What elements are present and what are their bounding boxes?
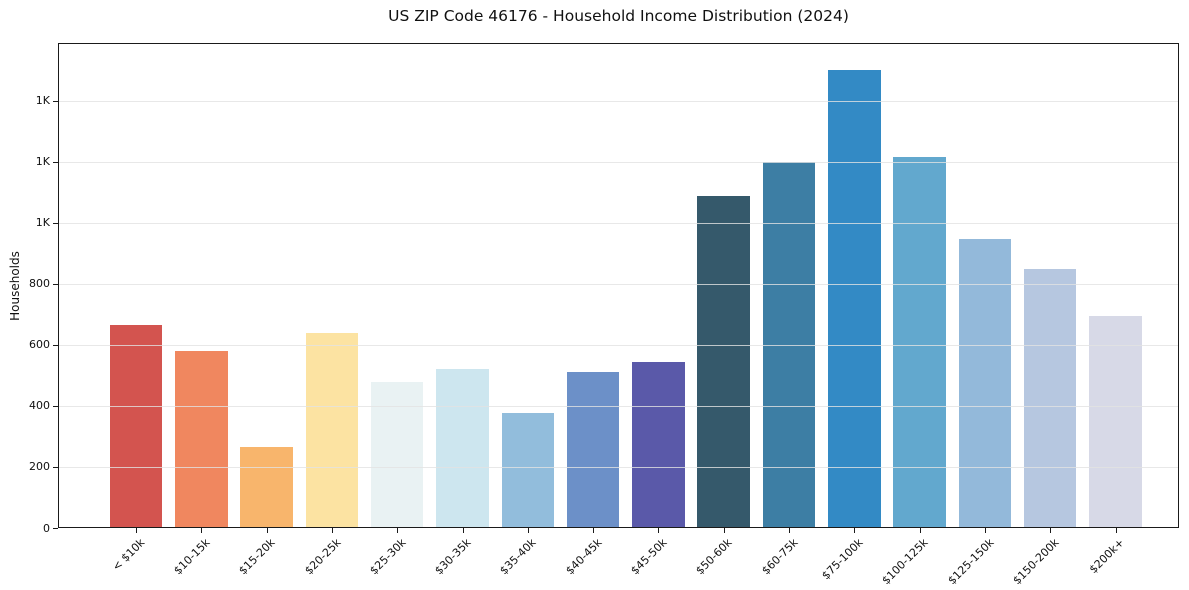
gridline [58, 283, 1179, 285]
bar [436, 369, 489, 528]
chart-title: US ZIP Code 46176 - Household Income Dis… [388, 7, 849, 25]
bar [958, 238, 1012, 528]
x-tick-label: $125-150k [944, 536, 997, 588]
gridline [58, 161, 1179, 163]
bar [566, 372, 620, 528]
y-tick-label: 400 [29, 399, 50, 413]
x-tick-label: $50-60k [693, 536, 735, 578]
y-tick-mark [53, 466, 58, 468]
y-tick-label: 800 [29, 277, 50, 291]
y-tick-label: 1K [35, 216, 50, 230]
y-tick-label: 600 [29, 338, 50, 352]
x-tick-mark [397, 528, 399, 533]
bar [175, 351, 228, 528]
plot-area [58, 43, 1179, 528]
x-tick-mark [789, 528, 790, 533]
bar [501, 412, 555, 528]
bar [828, 70, 881, 528]
y-tick-label: 200 [29, 460, 50, 474]
bar [697, 196, 750, 528]
x-tick-mark [266, 528, 268, 533]
x-tick-label: $75-100k [819, 536, 866, 583]
x-tick-mark [462, 528, 464, 533]
gridline [58, 405, 1179, 407]
gridline [58, 100, 1179, 102]
bar [1089, 316, 1142, 528]
y-tick-label: 1K [35, 94, 50, 108]
y-axis-label-text: Households [8, 250, 23, 321]
x-tick-label: $20-25k [301, 536, 344, 578]
y-tick-mark [53, 100, 58, 102]
x-tick-label: < $10k [109, 536, 148, 574]
bar [1023, 269, 1077, 528]
bar [893, 157, 946, 528]
x-tick-label: $150-200k [1010, 536, 1062, 588]
y-tick-label: 1K [35, 155, 50, 169]
x-tick-mark [1050, 528, 1052, 533]
y-tick-mark [53, 344, 58, 346]
x-tick-mark [593, 528, 595, 533]
x-tick-mark [984, 528, 986, 533]
x-tick-label: $25-30k [367, 536, 409, 578]
y-tick-mark [53, 222, 58, 224]
x-tick-label: $200k+ [1086, 536, 1127, 577]
bar [632, 362, 685, 528]
bar [109, 325, 163, 528]
y-tick-mark [53, 283, 58, 285]
x-tick-label: $35-40k [497, 536, 540, 578]
y-tick-mark [53, 161, 58, 163]
bar [305, 332, 359, 528]
gridline [58, 222, 1179, 224]
x-tick-mark [201, 528, 203, 533]
x-tick-label: $15-20k [236, 536, 278, 578]
x-tick-label: $60-75k [758, 536, 801, 578]
y-axis-label: Households [0, 43, 30, 528]
y-tick-mark [53, 528, 58, 529]
x-tick-mark [136, 528, 137, 533]
x-tick-mark [723, 528, 725, 533]
x-tick-mark [331, 528, 333, 533]
x-tick-mark [854, 528, 856, 533]
x-tick-label: $100-125k [879, 536, 931, 588]
y-tick-mark [53, 405, 58, 407]
gridline [58, 466, 1179, 468]
x-tick-mark [658, 528, 660, 533]
x-tick-mark [1115, 528, 1117, 533]
bar [370, 382, 424, 528]
y-tick-label: 0 [43, 521, 50, 535]
x-tick-mark [919, 528, 921, 533]
x-tick-label: $30-35k [432, 536, 474, 578]
gridline [58, 344, 1179, 346]
x-tick-label: $45-50k [628, 536, 670, 578]
x-tick-mark [527, 528, 529, 533]
bar [240, 447, 293, 528]
x-tick-label: $40-45k [563, 536, 605, 578]
x-tick-label: $10-15k [171, 536, 213, 578]
